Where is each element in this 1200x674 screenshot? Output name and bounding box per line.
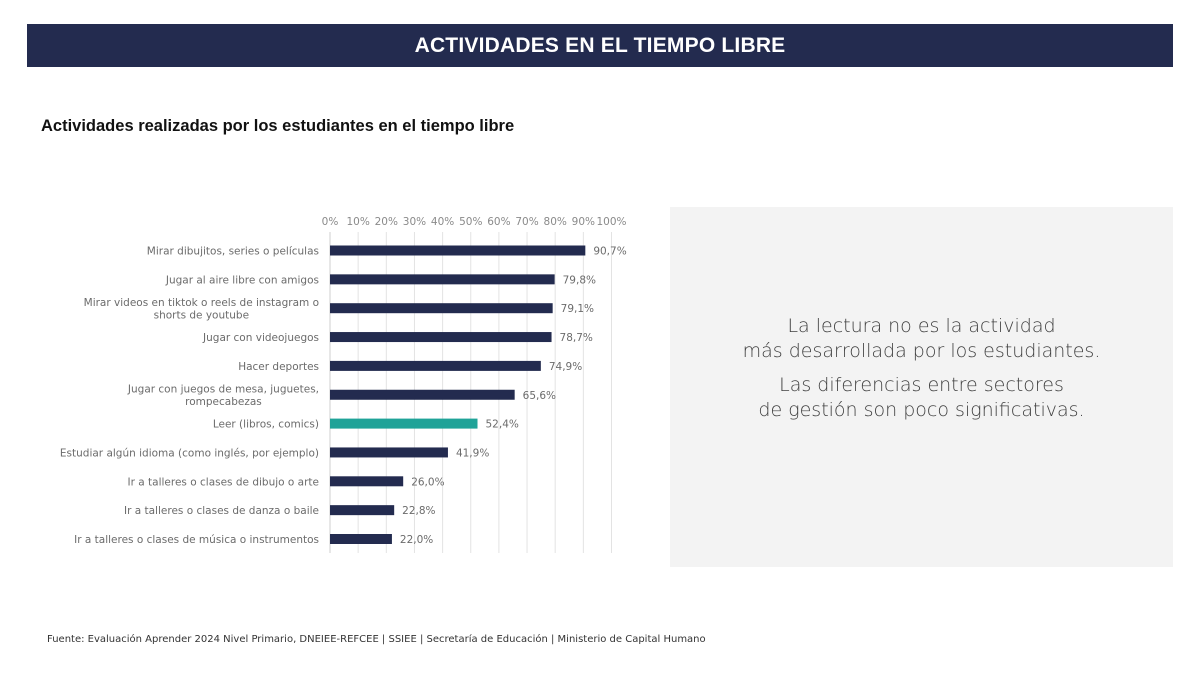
chart-title: Actividades realizadas por los estudiant…	[41, 117, 515, 135]
value-label: 22,0%	[400, 534, 433, 546]
x-tick-label: 0%	[322, 216, 339, 228]
x-tick-label: 90%	[572, 216, 595, 228]
header-bar: ACTIVIDADES EN EL TIEMPO LIBRE	[27, 24, 1173, 67]
value-label: 41,9%	[456, 447, 489, 459]
value-label: 79,8%	[563, 274, 596, 286]
category-label: Leer (libros, comics)	[213, 419, 319, 431]
category-label: Mirar dibujitos, series o películas	[147, 246, 319, 258]
x-tick-label: 70%	[515, 216, 538, 228]
value-labels: 90,7% 79,8% 79,1% 78,7% 74,9% 65,6% 52,4% 41,9%…	[400, 246, 627, 547]
category-label: Estudiar algún idioma (como inglés, por …	[60, 447, 319, 459]
value-label: 78,7%	[560, 332, 593, 344]
insight-panel: La lectura no es la actividad más desarr…	[670, 207, 1173, 567]
category-label: Jugar al aire libre con amigos	[165, 274, 319, 286]
bar	[330, 360, 541, 371]
value-label: 65,6%	[523, 390, 556, 402]
x-axis-ticks: 0% 10% 20% 30% 40% 50% 60% 70% 80% 90% 100%	[322, 216, 627, 228]
insight-text-reading: La lectura no es la actividad más desarr…	[742, 314, 1101, 362]
source-note: Fuente: Evaluación Aprender 2024 Nivel P…	[47, 634, 706, 645]
x-tick-label: 10%	[346, 216, 369, 228]
x-tick-label: 80%	[544, 216, 567, 228]
value-label: 26,0%	[411, 476, 444, 488]
x-tick-label: 100%	[596, 216, 626, 228]
value-label: 74,9%	[549, 361, 582, 373]
category-label: Ir a talleres o clases de música o instr…	[74, 534, 319, 546]
bar	[330, 245, 586, 256]
category-label: Ir a talleres o clases de dibujo o arte	[128, 476, 319, 488]
x-tick-label: 50%	[459, 216, 482, 228]
x-tick-label: 40%	[431, 216, 454, 228]
bar-highlighted	[330, 418, 478, 429]
bar	[330, 476, 404, 487]
insight-text-sectors: Las diferencias entre sectores de gestió…	[758, 373, 1085, 421]
value-label: 90,7%	[593, 246, 626, 258]
x-tick-label: 20%	[375, 216, 398, 228]
bar	[330, 447, 448, 458]
page-title: ACTIVIDADES EN EL TIEMPO LIBRE	[414, 33, 786, 57]
bar	[330, 303, 553, 314]
x-tick-label: 60%	[487, 216, 510, 228]
bars	[330, 245, 586, 544]
bar	[330, 534, 392, 544]
bar	[330, 274, 555, 285]
value-label: 79,1%	[561, 303, 594, 315]
category-label: Ir a talleres o clases de danza o baile	[124, 505, 319, 517]
bar	[330, 389, 515, 400]
category-label: Jugar con juegos de mesa, juguetes, rompe…	[127, 384, 319, 409]
category-labels: Mirar dibujitos, series o películas Jugar…	[60, 246, 319, 547]
value-label: 22,8%	[402, 505, 435, 517]
bar	[330, 332, 552, 343]
category-label: Hacer deportes	[238, 361, 319, 373]
value-label: 52,4%	[486, 419, 519, 431]
bar	[330, 505, 395, 516]
category-label: Jugar con videojuegos	[202, 332, 319, 344]
category-label: Mirar videos en tiktok o reels de instag…	[84, 297, 319, 322]
x-tick-label: 30%	[403, 216, 426, 228]
